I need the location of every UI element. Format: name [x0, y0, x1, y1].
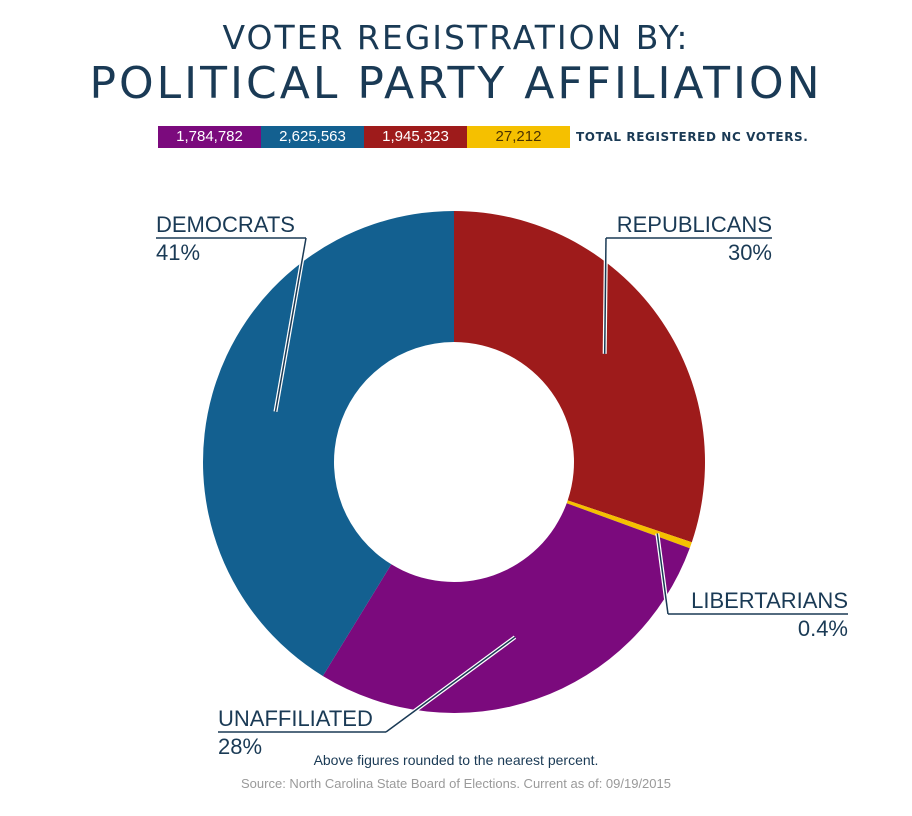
- source-note: Source: North Carolina State Board of El…: [241, 776, 671, 791]
- slice-unaffiliated: [322, 503, 690, 714]
- slice-label-unaffiliated: UNAFFILIATED: [218, 706, 373, 731]
- totals-caption: TOTAL REGISTERED NC VOTERS.: [576, 130, 809, 144]
- slice-label-democrats: DEMOCRATS: [156, 212, 295, 237]
- totals-bar: 1,784,782 2,625,563 1,945,323 27,212 TOT…: [158, 126, 808, 148]
- footnote: Above figures rounded to the nearest per…: [313, 752, 599, 768]
- slice-label-libertarians: LIBERTARIANS: [691, 588, 848, 613]
- leader-line-unaffiliated: [385, 636, 516, 733]
- total-unaffiliated: 1,784,782: [158, 126, 261, 148]
- total-libertarians: 27,212: [467, 126, 570, 148]
- slice-label-republicans: REPUBLICANS: [617, 212, 772, 237]
- slice-value-libertarians: 0.4%: [798, 616, 848, 641]
- total-democrats: 2,625,563: [261, 126, 364, 148]
- total-republicans: 1,945,323: [364, 126, 467, 148]
- leader-line-democrats: [274, 237, 307, 412]
- slice-republicans: [454, 211, 706, 543]
- leader-line-libertarians: [656, 533, 669, 615]
- chart-title-line1: VOTER REGISTRATION BY:: [222, 18, 690, 57]
- slice-value-republicans: 30%: [728, 240, 772, 265]
- slice-value-unaffiliated: 28%: [218, 734, 262, 759]
- slice-value-democrats: 41%: [156, 240, 200, 265]
- slice-democrats: [202, 211, 454, 676]
- slice-libertarians: [566, 500, 692, 549]
- chart-title-line2: POLITICAL PARTY AFFILIATION: [89, 58, 823, 109]
- leader-line-republicans: [603, 237, 607, 354]
